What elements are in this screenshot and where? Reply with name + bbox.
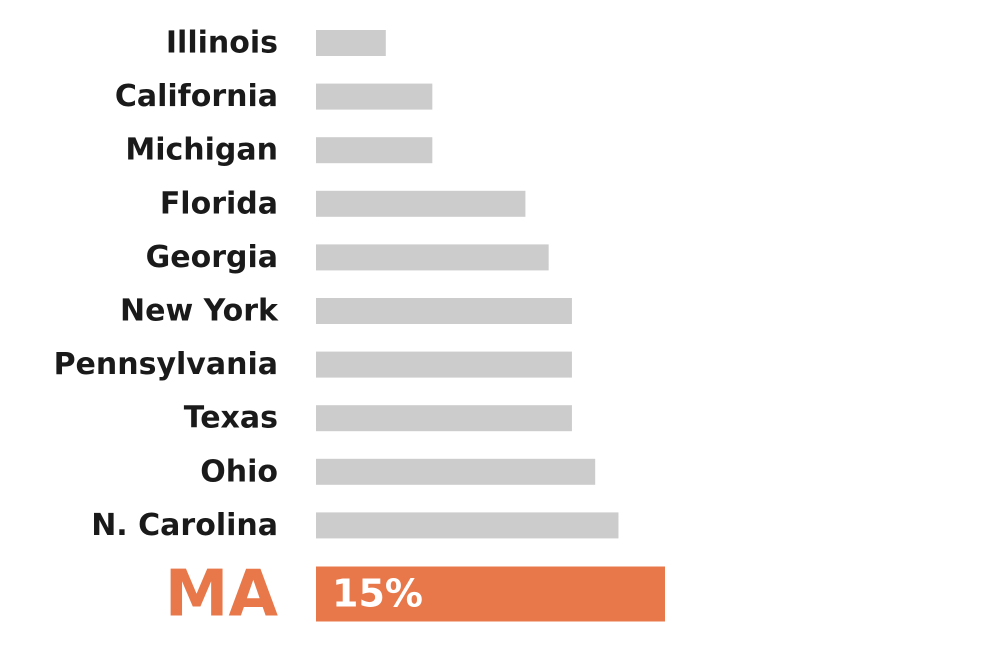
bar	[316, 137, 433, 164]
bar	[316, 30, 386, 56]
bar	[316, 298, 572, 324]
y-tick-label: Texas	[184, 401, 278, 436]
bar	[316, 458, 596, 485]
y-tick-label: MA	[165, 558, 279, 632]
y-tick-label: N. Carolina	[91, 508, 278, 543]
y-tick-label: New York	[120, 294, 279, 329]
y-tick-label: Ohio	[200, 454, 278, 489]
y-tick-label: Pennsylvania	[54, 347, 278, 382]
bar	[316, 190, 526, 217]
bar	[316, 83, 433, 110]
y-tick-label: Illinois	[166, 26, 278, 61]
bar	[316, 351, 572, 378]
y-tick-label: Florida	[160, 186, 278, 221]
bar	[316, 512, 619, 539]
y-tick-label: Michigan	[125, 133, 278, 168]
bar	[316, 405, 572, 432]
value-label: 15%	[332, 572, 423, 616]
bar	[316, 566, 665, 622]
y-tick-label: Georgia	[146, 240, 278, 275]
y-tick-label: California	[115, 79, 278, 114]
bar	[316, 244, 549, 271]
